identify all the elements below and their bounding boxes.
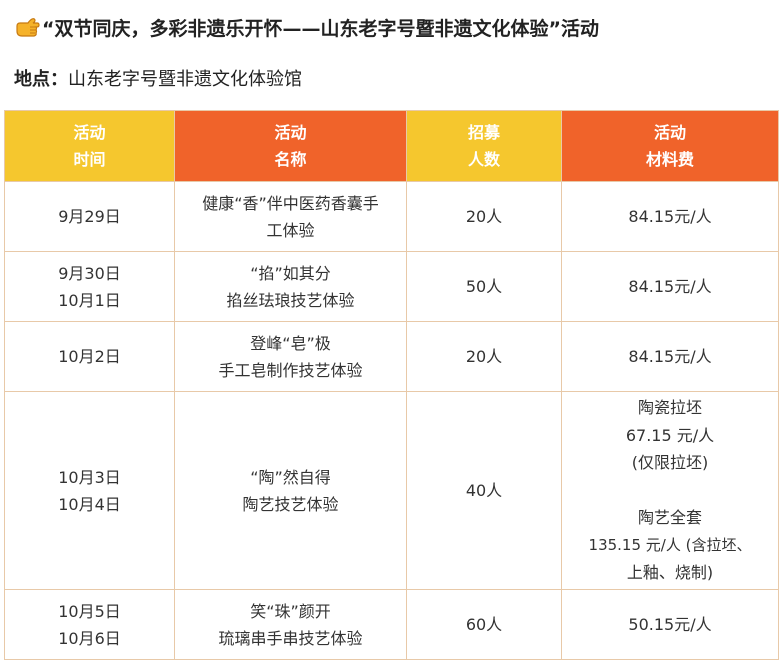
event-location: 地点： 山东老字号暨非遗文化体验馆 [14, 62, 302, 94]
cell-count: 40人 [406, 391, 562, 590]
cell-count: 20人 [406, 321, 562, 392]
cell-activity-name: “掐”如其分 掐丝珐琅技艺体验 [174, 251, 407, 322]
cell-date: 9月30日 10月1日 [4, 251, 175, 322]
cell-fee: 84.15元/人 [561, 251, 779, 322]
cell-activity-name: 健康“香”伴中医药香囊手 工体验 [174, 181, 407, 252]
event-title-text: “双节同庆，多彩非遗乐开怀——山东老字号暨非遗文化体验”活动 [42, 17, 599, 40]
cell-count: 20人 [406, 181, 562, 252]
table-row: 9月29日 健康“香”伴中医药香囊手 工体验 20人 84.15元/人 [4, 181, 779, 252]
header-activity-name: 活动 名称 [174, 110, 407, 182]
cell-activity-name: 登峰“皂”极 手工皂制作技艺体验 [174, 321, 407, 392]
table-row: 9月30日 10月1日 “掐”如其分 掐丝珐琅技艺体验 50人 84.15元/人 [4, 251, 779, 322]
cell-date: 9月29日 [4, 181, 175, 252]
header-activity-time: 活动 时间 [4, 110, 175, 182]
activity-schedule-table: 活动 时间 活动 名称 招募 人数 活动 材料费 9月29日 健康“香”伴中医药… [4, 110, 779, 660]
cell-count: 60人 [406, 589, 562, 660]
table-row: 10月5日 10月6日 笑“珠”颜开 琉璃串手串技艺体验 60人 50.15元/… [4, 589, 779, 660]
cell-date: 10月5日 10月6日 [4, 589, 175, 660]
table-row: 10月3日 10月4日 “陶”然自得 陶艺技艺体验 40人 陶瓷拉坯 67.15… [4, 391, 779, 590]
location-label: 地点： [14, 69, 68, 90]
cell-activity-name: “陶”然自得 陶艺技艺体验 [174, 391, 407, 590]
cell-fee: 陶瓷拉坯 67.15 元/人 (仅限拉坯) 陶艺全套 135.15 元/人 (含… [561, 391, 779, 590]
table-row: 10月2日 登峰“皂”极 手工皂制作技艺体验 20人 84.15元/人 [4, 321, 779, 392]
header-recruit-count: 招募 人数 [406, 110, 562, 182]
pointing-hand-icon [14, 16, 40, 38]
cell-date: 10月3日 10月4日 [4, 391, 175, 590]
header-material-fee: 活动 材料费 [561, 110, 779, 182]
cell-count: 50人 [406, 251, 562, 322]
cell-activity-name: 笑“珠”颜开 琉璃串手串技艺体验 [174, 589, 407, 660]
location-value: 山东老字号暨非遗文化体验馆 [68, 69, 302, 90]
table-header-row: 活动 时间 活动 名称 招募 人数 活动 材料费 [4, 110, 779, 182]
cell-fee: 84.15元/人 [561, 181, 779, 252]
cell-fee: 50.15元/人 [561, 589, 779, 660]
cell-date: 10月2日 [4, 321, 175, 392]
event-title: “双节同庆，多彩非遗乐开怀——山东老字号暨非遗文化体验”活动 [14, 10, 599, 44]
cell-fee: 84.15元/人 [561, 321, 779, 392]
